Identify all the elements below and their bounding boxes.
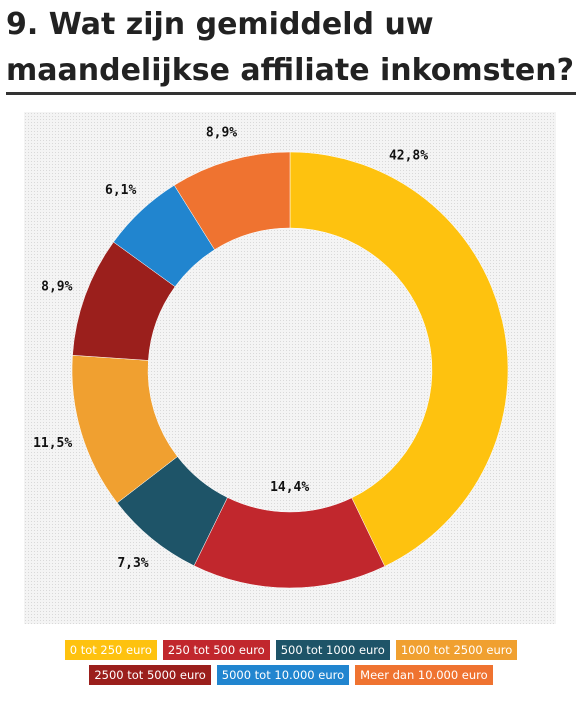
donut-chart: 42,8% 14,4% 7,3% 11,5% 8,9% 6,1% 8,9%: [33, 126, 509, 589]
chart-area: 42,8% 14,4% 7,3% 11,5% 8,9% 6,1% 8,9%: [24, 112, 556, 624]
legend-row: 0 tot 250 euro 250 tot 500 euro 500 tot 10…: [0, 640, 582, 660]
donut-slice: [173, 151, 291, 251]
slice-label: 8,9%: [206, 126, 237, 141]
title-divider: [6, 92, 576, 95]
slice-label: 42,8%: [389, 148, 428, 163]
legend-item: Meer dan 10.000 euro: [355, 665, 493, 685]
chart-title: 9. Wat zijn gemiddeld uw maandelijkse af…: [6, 2, 576, 94]
slice-label: 11,5%: [33, 436, 72, 451]
slice-label: 14,4%: [270, 480, 309, 495]
legend-item: 500 tot 1000 euro: [275, 640, 390, 660]
donut-slice: [193, 497, 386, 589]
legend-item: 1000 tot 2500 euro: [395, 640, 518, 660]
title-line-1: 9. Wat zijn gemiddeld uw: [6, 7, 434, 42]
legend-item: 2500 tot 5000 euro: [89, 665, 211, 685]
legend-row: 2500 tot 5000 euro 5000 tot 10.000 euro Me…: [0, 665, 582, 685]
legend-item: 5000 tot 10.000 euro: [216, 665, 350, 685]
slice-label: 8,9%: [41, 280, 72, 295]
chart-legend: 0 tot 250 euro 250 tot 500 euro 500 tot 10…: [0, 640, 582, 690]
legend-item: 0 tot 250 euro: [64, 640, 157, 660]
slice-label: 7,3%: [117, 556, 148, 571]
legend-item: 250 tot 500 euro: [162, 640, 270, 660]
donut-slice: [289, 151, 509, 567]
title-line-2: maandelijkse affiliate inkomsten?: [6, 53, 574, 88]
slice-label: 6,1%: [105, 183, 136, 198]
